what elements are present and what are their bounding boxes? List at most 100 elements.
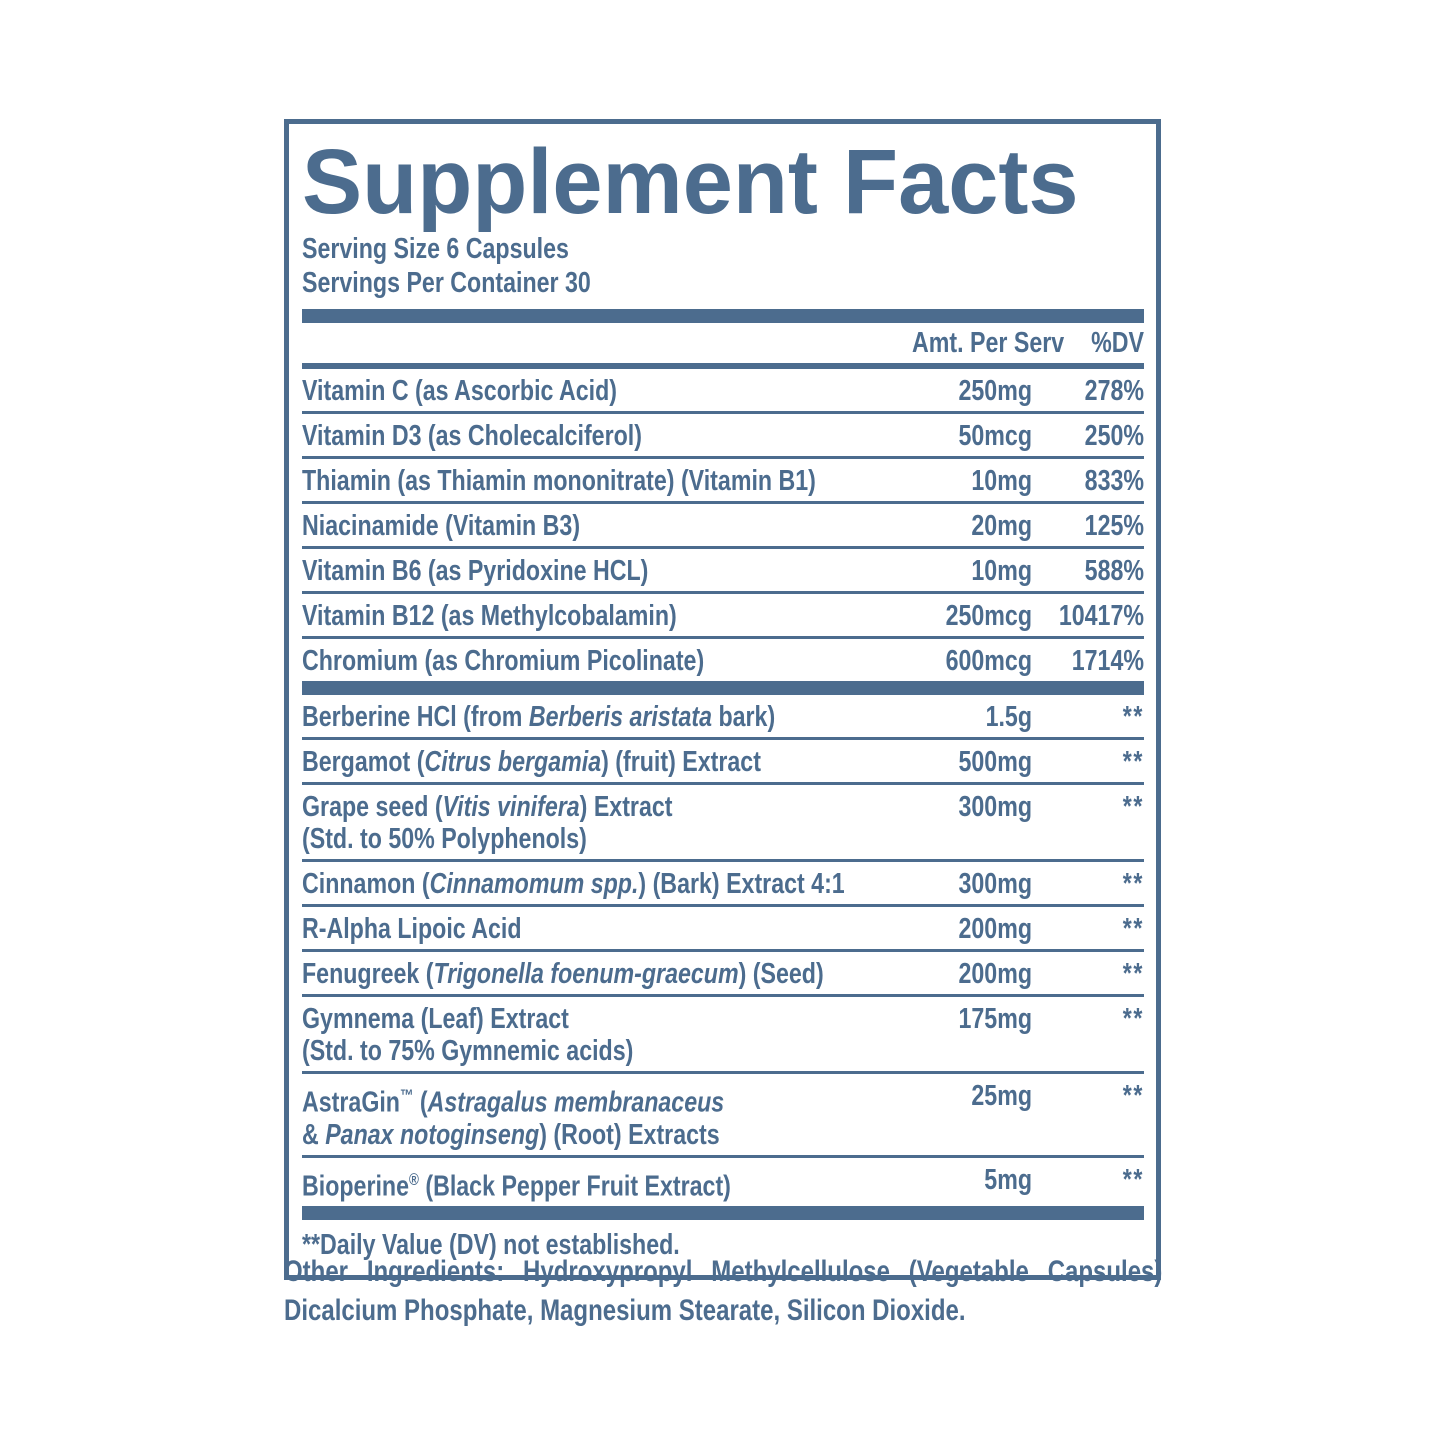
ingredient-name-line1: Cinnamon (Cinnamomum spp.) (Bark) Extrac…: [302, 868, 845, 900]
name-text: ) (Seed): [738, 958, 824, 990]
ingredient-name-line1: Gymnema (Leaf) Extract: [302, 1003, 766, 1035]
ingredient-name-line1: Vitamin B6 (as Pyridoxine HCL): [302, 555, 766, 587]
amount-value: 1.5g: [985, 701, 1032, 733]
ingredient-name-line2: (Std. to 75% Gymnemic acids): [302, 1035, 766, 1067]
table-row: Chromium (as Chromium Picolinate) 600mcg 1…: [302, 639, 1144, 681]
other-ingredients-line1: Other Ingredients: Hydroxypropyl Methylc…: [284, 1255, 1163, 1288]
table-row: Vitamin C (as Ascorbic Acid) 250mg 278%: [302, 369, 1144, 414]
name-text: Vitamin D3 (as Cholecalciferol): [302, 420, 642, 452]
name-text: Bergamot (: [302, 746, 425, 778]
dv-not-established-mark: **: [1122, 958, 1144, 990]
thick-separator-bar-top: [302, 309, 1144, 323]
serving-info: Serving Size 6 Capsules Servings Per Con…: [302, 232, 1144, 300]
ingredient-name-line1: Bergamot (Citrus bergamia) (fruit) Extra…: [302, 746, 766, 778]
dv-value: 125%: [1084, 510, 1144, 542]
ingredient-name-line1: Chromium (as Chromium Picolinate): [302, 645, 766, 677]
name-text: AstraGin: [302, 1086, 400, 1119]
name-text: (Std. to 75% Gymnemic acids): [302, 1035, 634, 1067]
table-row: Niacinamide (Vitamin B3) 20mg 125%: [302, 504, 1144, 549]
table-row: Cinnamon (Cinnamomum spp.) (Bark) Extrac…: [302, 862, 1144, 907]
ingredient-name: Vitamin B12 (as Methylcobalamin): [302, 600, 882, 632]
supplement-facts-panel: Supplement Facts Serving Size 6 Capsules…: [284, 119, 1161, 1281]
dv-value: 588%: [1084, 555, 1144, 587]
dv-not-established-mark: **: [1122, 701, 1144, 733]
table-row: Vitamin B12 (as Methylcobalamin) 250mcg 10…: [302, 594, 1144, 639]
other-ingredients: Other Ingredients: Hydroxypropyl Methylc…: [284, 1252, 1162, 1330]
ingredient-name-line1: Bioperine® (Black Pepper Fruit Extract): [302, 1164, 766, 1203]
name-text: ) Extract: [579, 791, 673, 823]
thick-separator-bar-bottom: [302, 1206, 1144, 1221]
name-text: Bioperine: [302, 1170, 409, 1203]
amount-value: 50mcg: [958, 420, 1032, 452]
vitamins-section: Vitamin C (as Ascorbic Acid) 250mg 278% Vit…: [302, 369, 1144, 681]
table-row: Vitamin B6 (as Pyridoxine HCL) 10mg 588%: [302, 549, 1144, 594]
ingredient-name: AstraGin™ (Astragalus membranaceus & Pana…: [302, 1080, 882, 1151]
amount-value: 25mg: [971, 1080, 1032, 1112]
ingredient-name: Fenugreek (Trigonella foenum-graecum) (S…: [302, 958, 882, 990]
ingredient-name: Bergamot (Citrus bergamia) (fruit) Extra…: [302, 746, 882, 778]
table-row: Grape seed (Vitis vinifera) Extract (Std.…: [302, 785, 1144, 862]
dv-value: 1714%: [1071, 645, 1144, 677]
amount-value: 20mg: [971, 510, 1032, 542]
dv-not-established-mark: **: [1122, 1080, 1144, 1112]
ingredient-name-line1: R-Alpha Lipoic Acid: [302, 913, 766, 945]
dv-value: 10417%: [1058, 600, 1144, 632]
trademark-symbol: ™: [399, 1086, 414, 1105]
amount-value: 10mg: [971, 465, 1032, 497]
ingredient-name-line1: Berberine HCl (from Berberis aristata ba…: [302, 701, 775, 733]
ingredient-name: Niacinamide (Vitamin B3): [302, 510, 882, 542]
serving-size: Serving Size 6 Capsules: [302, 233, 569, 265]
amount-value: 250mcg: [945, 600, 1032, 632]
botanical-name: Trigonella foenum-graecum: [433, 958, 739, 990]
ingredient-name: Chromium (as Chromium Picolinate): [302, 645, 882, 677]
botanical-name: Citrus bergamia: [424, 746, 602, 778]
table-row: Bioperine® (Black Pepper Fruit Extract) 5…: [302, 1158, 1144, 1207]
name-text: (: [413, 1086, 428, 1119]
trademark-symbol: ®: [409, 1169, 419, 1189]
ingredient-name: Thiamin (as Thiamin mononitrate) (Vitami…: [302, 465, 882, 497]
column-header-row: Amt. Per Serv %DV: [302, 323, 1144, 363]
table-row: Bergamot (Citrus bergamia) (fruit) Extra…: [302, 740, 1144, 785]
table-row: Berberine HCl (from Berberis aristata ba…: [302, 695, 1144, 740]
ingredient-name-line1: Niacinamide (Vitamin B3): [302, 510, 766, 542]
botanical-name: Astragalus membranaceus: [427, 1086, 725, 1119]
table-row: AstraGin™ (Astragalus membranaceus & Pana…: [302, 1074, 1144, 1158]
ingredient-name-line1: Fenugreek (Trigonella foenum-graecum) (S…: [302, 958, 824, 990]
table-row: R-Alpha Lipoic Acid 200mg **: [302, 907, 1144, 952]
name-text: Niacinamide (Vitamin B3): [302, 510, 581, 542]
name-text: (Std. to 50% Polyphenols): [302, 823, 587, 855]
dv-not-established-mark: **: [1122, 791, 1144, 823]
ingredient-name-line1: AstraGin™ (Astragalus membranaceus: [302, 1080, 766, 1119]
servings-per-container: Servings Per Container 30: [302, 267, 591, 299]
daily-value-footnote: **Daily Value (DV) not established.: [302, 1229, 680, 1262]
name-text: Fenugreek (: [302, 958, 434, 990]
ingredient-name-line2: & Panax notoginseng) (Root) Extracts: [302, 1119, 766, 1151]
botanicals-section: Berberine HCl (from Berberis aristata ba…: [302, 695, 1144, 1206]
ingredient-name: Vitamin D3 (as Cholecalciferol): [302, 420, 882, 452]
amount-value: 5mg: [984, 1163, 1032, 1196]
name-text: Grape seed (: [302, 791, 443, 823]
ingredient-name: Vitamin B6 (as Pyridoxine HCL): [302, 555, 882, 587]
name-text: Cinnamon (: [302, 868, 430, 900]
amount-value: 250mg: [958, 375, 1032, 407]
ingredient-name: Gymnema (Leaf) Extract (Std. to 75% Gymne…: [302, 1003, 882, 1067]
table-row: Fenugreek (Trigonella foenum-graecum) (S…: [302, 952, 1144, 997]
name-text: R-Alpha Lipoic Acid: [302, 913, 522, 945]
amount-value: 300mg: [958, 791, 1032, 823]
other-ingredients-line2: Dicalcium Phosphate, Magnesium Stearate,…: [284, 1294, 966, 1327]
amount-column-header: Amt. Per Serv: [912, 327, 1065, 359]
name-text: Vitamin B12 (as Methylcobalamin): [302, 600, 677, 632]
name-text: ) (Root) Extracts: [539, 1118, 720, 1151]
dv-column-header: %DV: [1091, 327, 1144, 359]
ingredient-name-line2: (Std. to 50% Polyphenols): [302, 823, 766, 855]
panel-title: Supplement Facts: [302, 131, 1079, 233]
dv-not-established-mark: **: [1122, 868, 1144, 900]
name-text: ) (Bark) Extract 4:1: [638, 868, 845, 900]
ingredient-name-line1: Vitamin B12 (as Methylcobalamin): [302, 600, 766, 632]
amount-value: 500mg: [958, 746, 1032, 778]
dv-value: 278%: [1084, 375, 1144, 407]
name-text: bark): [712, 701, 776, 733]
name-text: (Black Pepper Fruit Extract): [418, 1170, 731, 1203]
botanical-name: Vitis vinifera: [442, 791, 580, 823]
amount-value: 300mg: [958, 868, 1032, 900]
